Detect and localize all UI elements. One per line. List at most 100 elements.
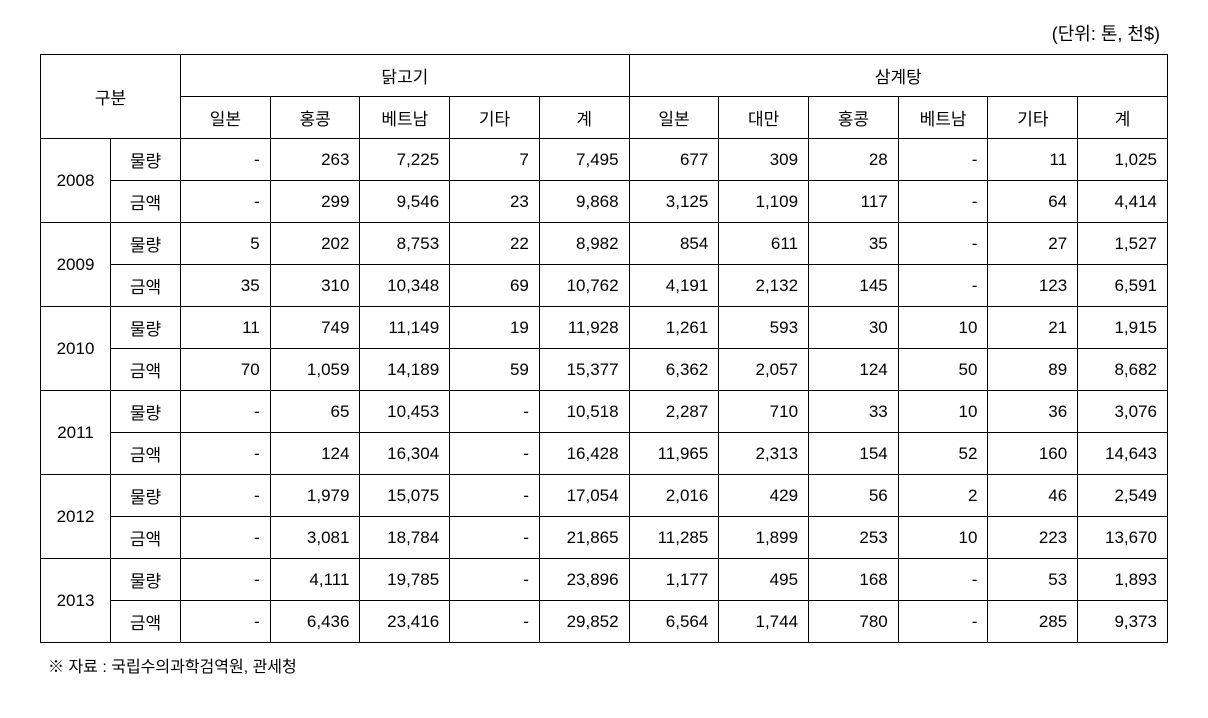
data-cell: 285 <box>988 601 1078 643</box>
data-cell: 9,868 <box>539 181 629 223</box>
data-cell: 1,899 <box>719 517 809 559</box>
data-cell: 27 <box>988 223 1078 265</box>
table-row: 금액-6,43623,416-29,8526,5641,744780-2859,… <box>41 601 1168 643</box>
data-cell: - <box>898 223 988 265</box>
data-cell: - <box>181 391 271 433</box>
data-cell: - <box>450 475 540 517</box>
data-cell: - <box>450 391 540 433</box>
header-col: 일본 <box>181 97 271 139</box>
data-cell: 18,784 <box>360 517 450 559</box>
table-row: 2013물량-4,11119,785-23,8961,177495168-531… <box>41 559 1168 601</box>
data-cell: 495 <box>719 559 809 601</box>
data-cell: 6,591 <box>1078 265 1168 307</box>
year-cell: 2012 <box>41 475 111 559</box>
data-cell: 253 <box>809 517 899 559</box>
data-cell: 14,643 <box>1078 433 1168 475</box>
data-cell: 124 <box>270 433 360 475</box>
data-cell: 23 <box>450 181 540 223</box>
data-cell: 11 <box>988 139 1078 181</box>
data-cell: 677 <box>629 139 719 181</box>
source-footnote: ※ 자료 : 국립수의과학검역원, 관세청 <box>40 653 1168 677</box>
data-cell: 2,132 <box>719 265 809 307</box>
data-cell: 2,313 <box>719 433 809 475</box>
data-cell: - <box>181 433 271 475</box>
metric-cell: 금액 <box>111 517 181 559</box>
data-cell: 168 <box>809 559 899 601</box>
metric-cell: 물량 <box>111 139 181 181</box>
data-cell: 35 <box>809 223 899 265</box>
data-cell: 160 <box>988 433 1078 475</box>
data-cell: 53 <box>988 559 1078 601</box>
data-cell: 310 <box>270 265 360 307</box>
data-cell: 22 <box>450 223 540 265</box>
data-cell: 10 <box>898 307 988 349</box>
data-cell: 3,081 <box>270 517 360 559</box>
data-cell: 10 <box>898 517 988 559</box>
data-cell: 59 <box>450 349 540 391</box>
data-cell: 33 <box>809 391 899 433</box>
data-cell: 28 <box>809 139 899 181</box>
header-col: 기타 <box>450 97 540 139</box>
data-cell: 70 <box>181 349 271 391</box>
table-header: 구분 닭고기 삼계탕 일본 홍콩 베트남 기타 계 일본 대만 홍콩 베트남 기… <box>41 55 1168 139</box>
table-row: 금액701,05914,1895915,3776,3622,0571245089… <box>41 349 1168 391</box>
year-cell: 2010 <box>41 307 111 391</box>
table-row: 금액3531010,3486910,7624,1912,132145-1236,… <box>41 265 1168 307</box>
table-row: 금액-2999,546239,8683,1251,109117-644,414 <box>41 181 1168 223</box>
data-cell: 23,896 <box>539 559 629 601</box>
data-cell: 6,436 <box>270 601 360 643</box>
data-cell: 299 <box>270 181 360 223</box>
data-cell: 35 <box>181 265 271 307</box>
data-cell: 1,915 <box>1078 307 1168 349</box>
data-cell: 19,785 <box>360 559 450 601</box>
header-col: 계 <box>539 97 629 139</box>
data-cell: 11,285 <box>629 517 719 559</box>
header-col: 일본 <box>629 97 719 139</box>
data-cell: 8,682 <box>1078 349 1168 391</box>
data-cell: 8,982 <box>539 223 629 265</box>
data-cell: 52 <box>898 433 988 475</box>
data-cell: 1,025 <box>1078 139 1168 181</box>
data-cell: 1,893 <box>1078 559 1168 601</box>
data-cell: 5 <box>181 223 271 265</box>
data-cell: 21,865 <box>539 517 629 559</box>
table-row: 금액-12416,304-16,42811,9652,3131545216014… <box>41 433 1168 475</box>
data-cell: 11,965 <box>629 433 719 475</box>
data-cell: 4,191 <box>629 265 719 307</box>
year-cell: 2011 <box>41 391 111 475</box>
data-cell: 8,753 <box>360 223 450 265</box>
data-cell: - <box>898 601 988 643</box>
data-cell: 65 <box>270 391 360 433</box>
metric-cell: 금액 <box>111 433 181 475</box>
metric-cell: 물량 <box>111 475 181 517</box>
data-cell: 15,377 <box>539 349 629 391</box>
table-row: 2012물량-1,97915,075-17,0542,016429562462,… <box>41 475 1168 517</box>
table-row: 2009물량52028,753228,98285461135-271,527 <box>41 223 1168 265</box>
data-cell: - <box>450 559 540 601</box>
data-cell: 854 <box>629 223 719 265</box>
data-cell: 23,416 <box>360 601 450 643</box>
data-cell: 14,189 <box>360 349 450 391</box>
data-cell: 29,852 <box>539 601 629 643</box>
data-cell: - <box>450 517 540 559</box>
header-col: 베트남 <box>360 97 450 139</box>
data-cell: 611 <box>719 223 809 265</box>
data-cell: 123 <box>988 265 1078 307</box>
data-cell: 1,744 <box>719 601 809 643</box>
data-cell: - <box>181 559 271 601</box>
data-cell: 6,564 <box>629 601 719 643</box>
header-col: 대만 <box>719 97 809 139</box>
data-cell: 19 <box>450 307 540 349</box>
data-cell: 2,057 <box>719 349 809 391</box>
data-cell: 3,125 <box>629 181 719 223</box>
data-cell: 89 <box>988 349 1078 391</box>
data-cell: 202 <box>270 223 360 265</box>
year-cell: 2013 <box>41 559 111 643</box>
data-cell: - <box>181 601 271 643</box>
data-cell: 223 <box>988 517 1078 559</box>
data-cell: 11,928 <box>539 307 629 349</box>
data-cell: 56 <box>809 475 899 517</box>
data-cell: 263 <box>270 139 360 181</box>
data-cell: 1,059 <box>270 349 360 391</box>
table-row: 2011물량-6510,453-10,5182,2877103310363,07… <box>41 391 1168 433</box>
